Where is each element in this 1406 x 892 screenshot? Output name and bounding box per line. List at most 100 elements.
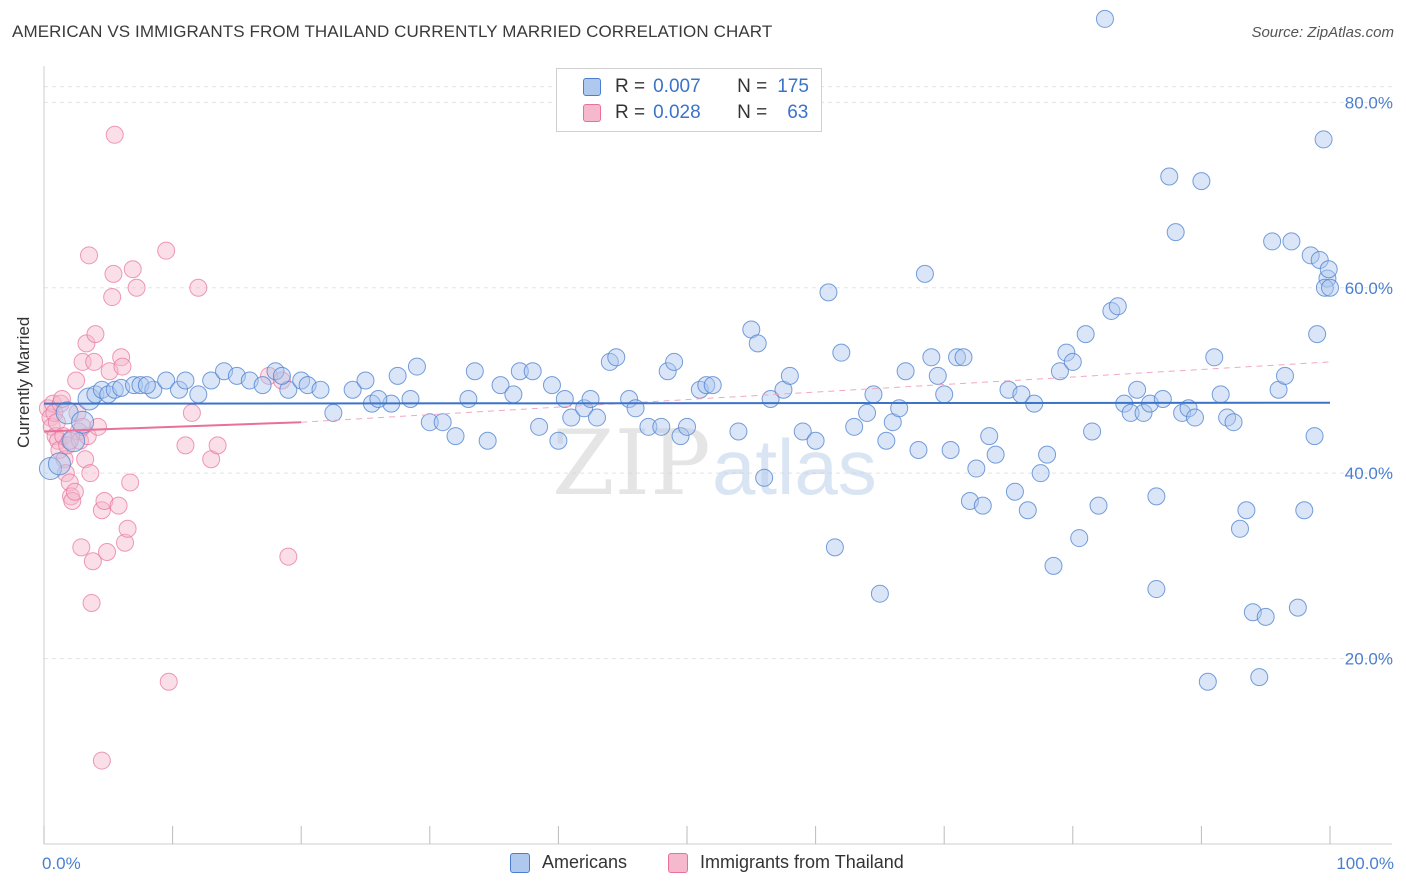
data-point-americans xyxy=(542,376,561,395)
x-tick-label-max: 100.0% xyxy=(1336,854,1394,873)
data-point-americans xyxy=(125,376,144,395)
data-point-americans xyxy=(356,371,375,390)
legend: R = 0.007 N = 175 R = 0.028 N = 63 xyxy=(556,68,822,132)
legend-r-value: 0.028 xyxy=(653,102,701,123)
data-point-americans xyxy=(600,352,619,371)
data-point-thailand xyxy=(85,352,104,371)
data-point-thailand xyxy=(77,334,96,353)
data-point-americans xyxy=(652,417,671,436)
data-point-americans xyxy=(1282,232,1301,251)
data-point-americans xyxy=(292,371,311,390)
data-point-americans xyxy=(272,366,291,385)
bottom-legend-label: Immigrants from Thailand xyxy=(700,852,904,872)
data-point-americans xyxy=(922,348,941,367)
data-point-thailand xyxy=(208,436,227,455)
data-point-americans xyxy=(1321,278,1339,297)
data-point-americans xyxy=(1031,464,1050,483)
data-point-thailand xyxy=(109,496,128,515)
data-point-thailand xyxy=(103,288,122,307)
legend-swatch-thailand xyxy=(583,104,601,122)
y-tick-label: 60.0% xyxy=(1345,279,1393,298)
data-point-americans xyxy=(858,403,877,422)
data-point-americans xyxy=(1275,366,1294,385)
data-point-thailand xyxy=(76,450,95,469)
data-point-americans xyxy=(549,431,568,450)
data-point-americans xyxy=(189,385,208,404)
data-point-americans xyxy=(1147,487,1166,506)
data-point-thailand xyxy=(123,260,142,279)
data-point-americans xyxy=(478,431,497,450)
data-point-americans xyxy=(1153,390,1172,409)
data-point-thailand xyxy=(189,278,208,297)
data-point-thailand xyxy=(81,464,100,483)
data-point-americans xyxy=(1076,325,1095,344)
data-point-americans xyxy=(845,417,864,436)
data-point-thailand xyxy=(98,542,117,561)
data-point-americans xyxy=(1179,399,1198,418)
data-point-americans xyxy=(1310,250,1329,269)
data-point-americans xyxy=(607,348,626,367)
data-point-thailand xyxy=(83,552,102,571)
data-point-americans xyxy=(915,264,934,283)
data-point-americans xyxy=(1147,580,1166,599)
data-point-americans xyxy=(446,427,465,446)
data-point-americans xyxy=(658,362,677,381)
data-point-thailand xyxy=(279,547,298,566)
data-point-thailand xyxy=(80,246,99,265)
data-point-americans xyxy=(523,362,542,381)
data-point-americans xyxy=(459,390,478,409)
data-point-thailand xyxy=(105,125,124,144)
data-point-americans xyxy=(144,380,163,399)
trend-americans xyxy=(43,401,1331,405)
data-point-americans xyxy=(825,538,844,557)
data-point-americans xyxy=(928,366,947,385)
data-point-americans xyxy=(1250,668,1269,687)
data-point-americans xyxy=(954,348,973,367)
data-point-americans xyxy=(170,380,189,399)
data-point-americans xyxy=(1050,362,1069,381)
data-point-americans xyxy=(1057,343,1076,362)
data-point-thailand xyxy=(272,371,291,390)
data-point-americans xyxy=(47,452,71,476)
data-point-americans xyxy=(420,413,439,432)
data-point-americans xyxy=(388,366,407,385)
data-point-americans xyxy=(1256,607,1275,626)
data-point-thailand xyxy=(65,482,84,501)
tick-labels: 20.0% 40.0% 60.0% 80.0% 0.0% 100.0% xyxy=(42,93,1394,873)
data-point-americans xyxy=(1018,501,1037,520)
data-point-americans xyxy=(1319,260,1338,279)
legend-r-label: R = xyxy=(615,76,646,97)
data-point-thailand xyxy=(113,357,132,376)
data-point-americans xyxy=(530,417,549,436)
data-point-americans xyxy=(1063,352,1082,371)
legend-r-value: 0.007 xyxy=(653,76,701,97)
data-point-thailand xyxy=(60,473,79,492)
data-point-americans xyxy=(1237,501,1256,520)
data-point-americans xyxy=(504,385,523,404)
legend-swatch-americans xyxy=(583,78,601,96)
data-point-americans xyxy=(1295,501,1314,520)
trend-thailand xyxy=(43,421,302,433)
watermark: ZIP atlas xyxy=(552,411,877,516)
data-point-americans xyxy=(967,459,986,478)
data-point-americans xyxy=(935,385,954,404)
data-point-americans xyxy=(587,408,606,427)
series-americans xyxy=(38,9,1339,691)
chart-source: Source: ZipAtlas.com xyxy=(1251,24,1394,41)
data-point-americans xyxy=(1230,519,1249,538)
data-point-americans xyxy=(1288,598,1307,617)
data-point-thailand xyxy=(112,348,131,367)
data-point-americans xyxy=(1205,348,1224,367)
bottom-swatch-americans xyxy=(510,852,530,873)
data-point-americans xyxy=(202,371,221,390)
data-point-thailand xyxy=(159,672,178,691)
data-point-americans xyxy=(1185,408,1204,427)
data-point-americans xyxy=(832,343,851,362)
data-point-americans xyxy=(793,422,812,441)
data-point-americans xyxy=(369,390,388,409)
data-point-americans xyxy=(1314,130,1333,149)
data-point-americans xyxy=(671,427,690,446)
data-point-americans xyxy=(1305,427,1324,446)
data-point-americans xyxy=(1121,403,1140,422)
